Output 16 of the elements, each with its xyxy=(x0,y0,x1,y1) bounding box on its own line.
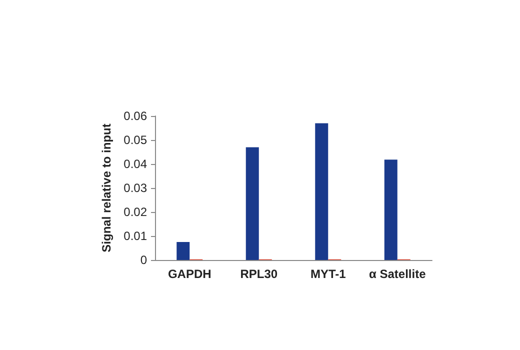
y-tick-label: 0.03 xyxy=(124,181,148,195)
y-tick-label: 0.06 xyxy=(124,109,148,123)
bar xyxy=(384,160,398,260)
bar xyxy=(176,242,190,260)
y-tick-label: 0.04 xyxy=(124,157,148,171)
x-tick-label: GAPDH xyxy=(168,267,212,281)
bar xyxy=(246,147,259,260)
y-tick-label: 0.05 xyxy=(124,133,148,147)
y-tick-label: 0 xyxy=(140,253,148,267)
y-axis-title: Signal relative to input xyxy=(100,124,114,252)
y-tick-label: 0.02 xyxy=(124,205,148,219)
x-tick-label: RPL30 xyxy=(240,267,278,281)
x-tick-label: α Satellite xyxy=(369,267,426,281)
y-tick-label: 0.01 xyxy=(124,229,148,243)
bar xyxy=(315,123,328,260)
x-tick-label: MYT-1 xyxy=(310,267,346,281)
